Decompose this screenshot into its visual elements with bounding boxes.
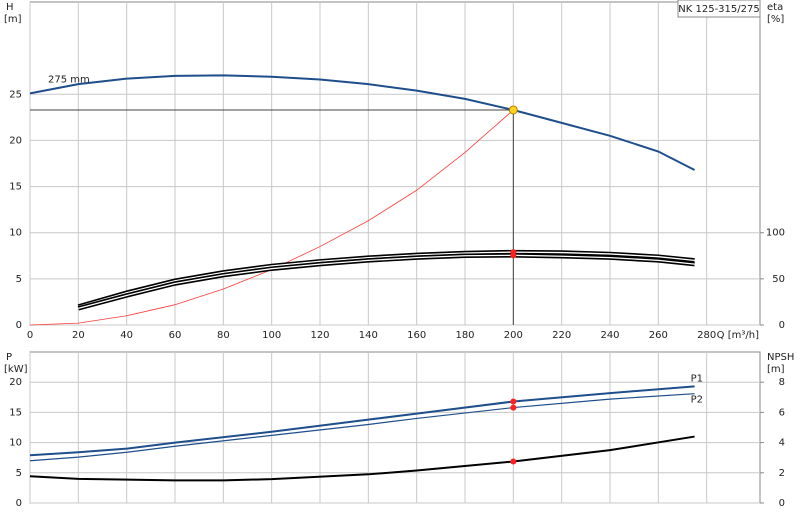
y2-tick-label: 0 (779, 498, 785, 509)
x-tick-label: 20 (72, 330, 85, 341)
x-tick-label: 120 (310, 330, 329, 341)
series-line (29, 385, 695, 457)
x-tick-label: 240 (600, 330, 619, 341)
plot-area (29, 1, 761, 326)
y2-axis-label: eta (767, 2, 783, 13)
y-tick-label: 5 (16, 468, 22, 479)
x-tick-label: 280 (697, 330, 716, 341)
x-tick-label: 60 (169, 330, 182, 341)
title-box (677, 0, 761, 18)
y-tick-label: 20 (9, 377, 22, 388)
y-axis-unit: [kW] (4, 364, 28, 375)
series-label: 275 mm (48, 74, 90, 85)
x-axis-label: Q [m³/h] (717, 330, 759, 341)
y2-tick-label: 0 (779, 320, 785, 331)
series-line (29, 393, 695, 462)
y2-axis-unit: [%] (767, 14, 784, 25)
operating-marker (510, 404, 517, 411)
y2-tick-label: 50 (772, 274, 785, 285)
operating-marker (510, 252, 517, 259)
x-tick-label: 80 (217, 330, 230, 341)
y-tick-label: 25 (9, 89, 22, 100)
x-tick-label: 200 (504, 330, 523, 341)
x-tick-label: 260 (649, 330, 668, 341)
operating-marker (510, 398, 517, 405)
y2-tick-label: 8 (779, 377, 785, 388)
y-axis-unit: [m] (4, 14, 22, 25)
y-tick-label: 15 (9, 182, 22, 193)
x-tick-label: 160 (407, 330, 426, 341)
x-tick-label: 180 (455, 330, 474, 341)
series-line (29, 74, 696, 171)
chart-title: NK 125-315/275 (678, 4, 759, 15)
x-tick-label: 220 (552, 330, 571, 341)
series-label: P2 (691, 395, 703, 406)
y-axis-label: H (6, 2, 14, 13)
x-tick-label: 40 (120, 330, 133, 341)
y-tick-label: 5 (16, 274, 22, 285)
y-tick-label: 20 (9, 135, 22, 146)
y2-axis-label: NPSH (767, 352, 794, 363)
y2-tick-label: 6 (779, 407, 785, 418)
x-tick-label: 0 (27, 330, 33, 341)
y-axis-label: P (6, 352, 12, 363)
y2-tick-label: 4 (779, 438, 785, 449)
y2-tick-label: 100 (766, 228, 785, 239)
x-tick-label: 100 (262, 330, 281, 341)
operating-point (508, 105, 518, 115)
y-tick-label: 10 (9, 438, 22, 449)
y2-tick-label: 2 (779, 468, 785, 479)
y-tick-label: 10 (9, 228, 22, 239)
y-tick-label: 0 (16, 498, 22, 509)
series-label: P1 (691, 373, 703, 384)
efficiency-curve-core (78, 251, 695, 308)
x-tick-label: 140 (359, 330, 378, 341)
series-line (29, 435, 695, 482)
y2-axis-unit: [m] (767, 364, 785, 375)
y-tick-label: 0 (16, 320, 22, 331)
efficiency-curve-core (78, 254, 695, 310)
y-tick-label: 15 (9, 407, 22, 418)
operating-marker (510, 458, 517, 465)
